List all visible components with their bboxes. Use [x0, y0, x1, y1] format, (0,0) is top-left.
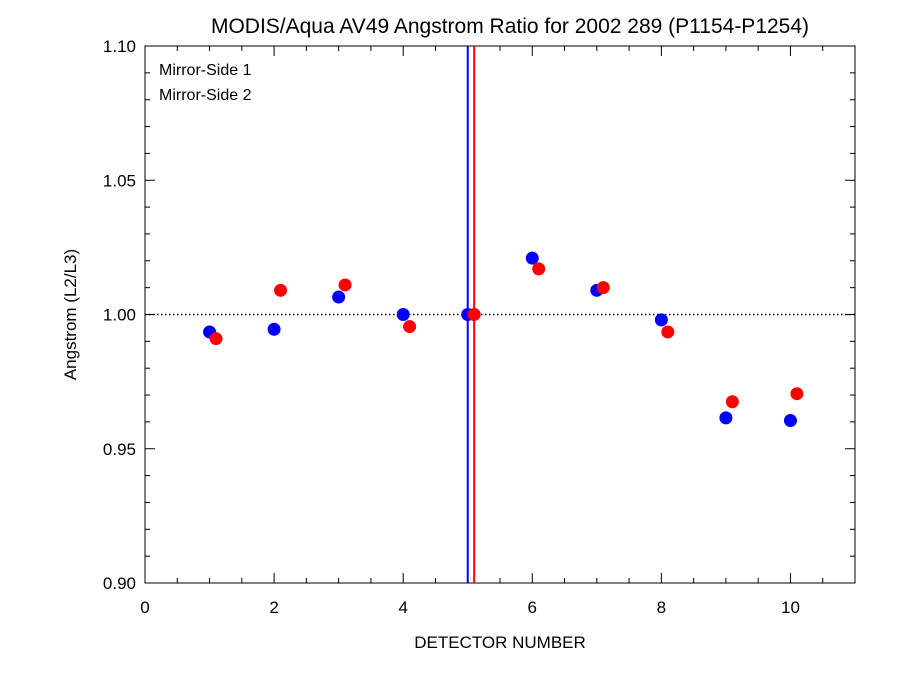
point-series-1 [396, 308, 410, 321]
x-tick-label: 6 [528, 598, 537, 617]
point-series-2 [403, 320, 417, 334]
x-axis-label: DETECTOR NUMBER [414, 633, 586, 652]
point-series-2 [274, 283, 288, 297]
point-series-1 [654, 313, 668, 327]
plot-frame [144, 45, 856, 584]
x-tick-label: 0 [140, 598, 149, 617]
y-axis-label: Angstrom (L2/L3) [61, 249, 80, 380]
y-tick-label: 1.05 [103, 171, 136, 190]
y-tick-label: 1.10 [103, 37, 136, 56]
y-tick-label: 0.95 [103, 440, 136, 459]
x-tick-label: 8 [657, 598, 666, 617]
chart-title: MODIS/Aqua AV49 Angstrom Ratio for 2002 … [211, 15, 809, 38]
point-series-1 [525, 251, 539, 265]
x-tick-label: 2 [269, 598, 278, 617]
point-series-2 [725, 395, 739, 409]
point-series-1 [332, 290, 346, 304]
point-series-2 [596, 281, 610, 295]
x-tick-label: 10 [781, 598, 800, 617]
point-series-2 [661, 325, 675, 339]
y-tick-label: 0.90 [103, 574, 136, 593]
point-series-2 [338, 278, 352, 292]
plot-area: 0 2 4 6 8 10 0.90 0.95 1.00 1.05 1.10 [103, 37, 856, 617]
point-series-1 [783, 414, 797, 428]
point-series-2 [790, 387, 804, 401]
y-tick-label: 1.00 [103, 306, 136, 325]
point-series-2 [209, 332, 223, 346]
legend-entry-mirror-side-2: Mirror-Side 2 [159, 87, 252, 104]
point-series-1 [267, 322, 281, 336]
x-tick-label: 4 [398, 598, 407, 617]
point-series-2 [532, 262, 546, 276]
point-series-2 [467, 308, 481, 321]
point-series-1 [719, 411, 733, 425]
legend-entry-mirror-side-1: Mirror-Side 1 [159, 62, 252, 79]
